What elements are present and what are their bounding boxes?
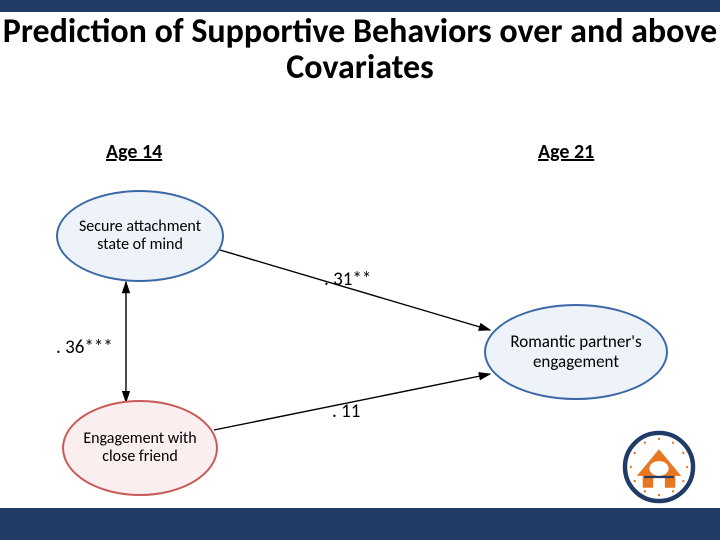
coefficient-secure-friend: . 36*** (56, 336, 113, 359)
coefficient-secure-romantic: . 31** (324, 268, 371, 291)
node-secure-attachment: Secure attachment state of mind (56, 190, 224, 282)
node-engagement-friend: Engagement with close friend (62, 400, 218, 496)
bottom-accent-bar (0, 508, 720, 540)
node-label: Romantic partner's engagement (492, 332, 660, 371)
uva-logo (622, 430, 696, 504)
node-romantic-partner: Romantic partner's engagement (484, 304, 668, 400)
node-label: Engagement with close friend (70, 430, 210, 467)
coefficient-friend-romantic: . 11 (332, 400, 360, 423)
slide-title: Prediction of Supportive Behaviors over … (0, 14, 720, 85)
column-label-right: Age 21 (538, 140, 594, 164)
node-label: Secure attachment state of mind (64, 218, 216, 255)
column-label-left: Age 14 (106, 140, 162, 164)
